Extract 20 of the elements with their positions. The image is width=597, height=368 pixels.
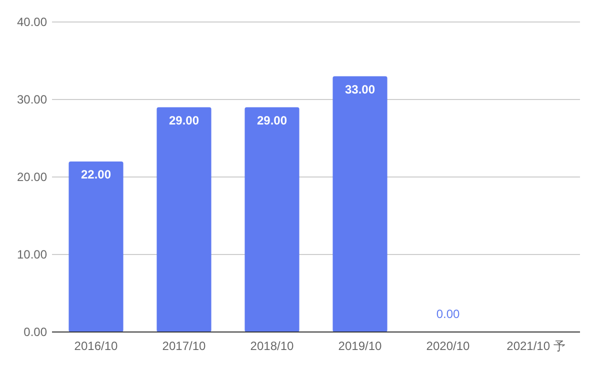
data-label: 29.00 <box>168 113 200 128</box>
y-tick-label: 20.00 <box>16 170 48 184</box>
y-tick-label: 30.00 <box>16 92 48 106</box>
x-tick-label: 2020/10 <box>426 339 470 353</box>
y-tick-label: 10.00 <box>16 248 48 262</box>
y-tick-label: 40.00 <box>16 15 48 29</box>
bar <box>156 107 212 332</box>
bar <box>244 107 300 332</box>
data-label: 29.00 <box>256 113 288 128</box>
x-tick-label: 2017/10 <box>162 339 206 353</box>
data-label: 22.00 <box>80 168 112 182</box>
data-label: 0.00 <box>436 307 460 321</box>
bar <box>332 76 388 332</box>
data-label: 33.00 <box>344 82 376 96</box>
x-tick-label: 2016/10 <box>74 339 118 353</box>
bar <box>68 162 124 332</box>
x-tick-label: 2021/10 予 <box>506 339 566 353</box>
x-tick-label: 2018/10 <box>250 339 294 353</box>
x-tick-label: 2019/10 <box>338 339 382 353</box>
y-tick-label: 0.00 <box>24 325 48 339</box>
